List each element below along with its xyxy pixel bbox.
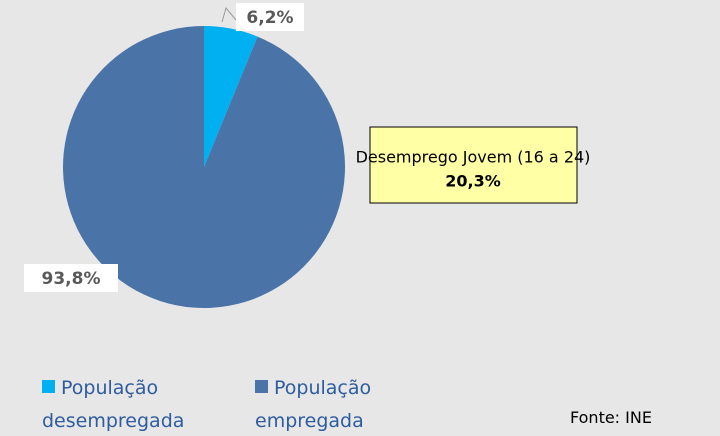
annotation-title: Desemprego Jovem (16 a 24) — [356, 148, 591, 167]
pie-slice — [62, 26, 345, 308]
data-label: 6,2% — [246, 8, 293, 28]
pie-slice — [204, 26, 258, 167]
source: Fonte: INE — [570, 408, 652, 427]
data-label: 93,8% — [42, 269, 101, 289]
legend-label: População desempregada — [42, 377, 185, 432]
leader-line — [221, 6, 237, 23]
legend-swatch — [42, 380, 55, 393]
legend-label: População empregada — [255, 377, 372, 432]
legend-item: População desempregada — [42, 372, 217, 436]
label-box — [236, 3, 304, 31]
label-box — [24, 264, 118, 292]
annotation-value: 20,3% — [445, 172, 501, 191]
legend-swatch — [255, 380, 268, 393]
legend-item: População empregada — [255, 372, 395, 436]
annotation-box — [369, 126, 578, 204]
